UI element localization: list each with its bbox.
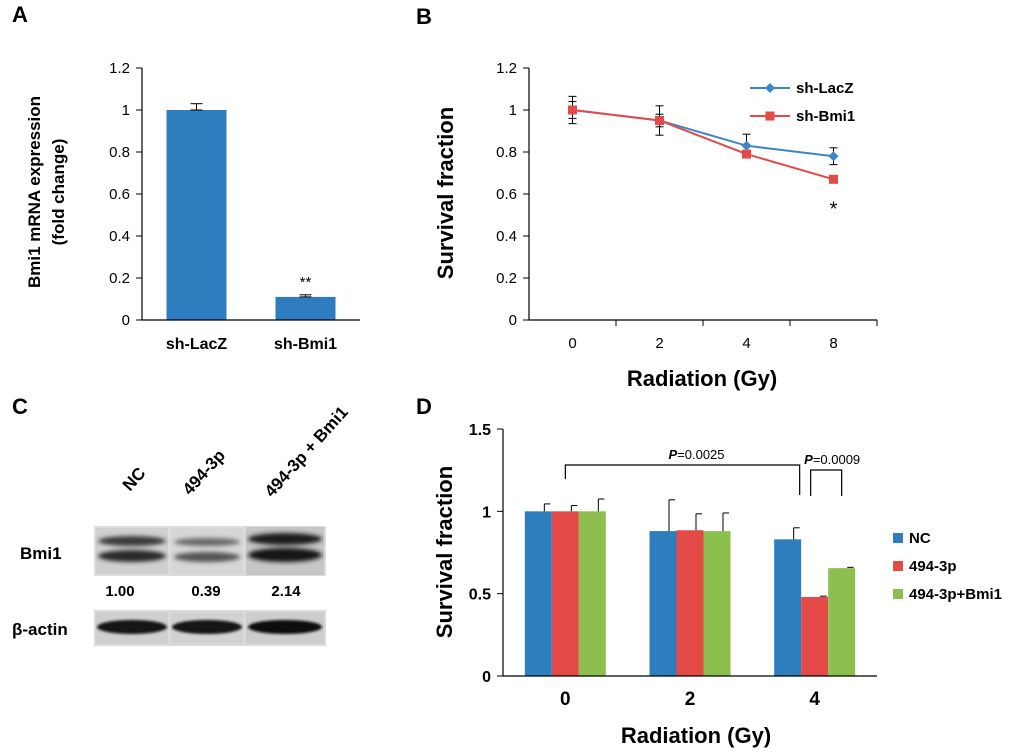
panel-b-legend: sh-LacZ sh-Bmi1 [750, 80, 855, 125]
bar [828, 568, 856, 676]
y-tick-label: 0.8 [496, 144, 517, 161]
legend-swatch [893, 561, 903, 571]
data-point [828, 151, 839, 162]
panel-b-line-chart: Survival fraction Radiation (Gy) 0 0.2 0.4… [433, 60, 878, 391]
bar [801, 596, 829, 676]
significance-marker: ** [300, 274, 312, 291]
data-point [741, 140, 752, 151]
blot-quant-value: 1.00 [105, 583, 134, 600]
y-tick-label: 0.8 [109, 144, 130, 161]
p-value-annotation: P=0.0025 [668, 447, 724, 462]
legend-swatch [893, 589, 903, 599]
bar [524, 511, 552, 676]
y-tick-label: 1 [482, 504, 491, 521]
x-tick-label: 0 [568, 335, 576, 352]
y-tick-label: 0 [509, 312, 517, 329]
panel-label-b: B [416, 4, 432, 29]
y-tick-label: 1 [509, 102, 517, 119]
data-point [829, 174, 838, 184]
series-line [572, 109, 834, 158]
y-tick-label: 0.2 [109, 270, 130, 287]
panel-b-xlabel: Radiation (Gy) [627, 366, 777, 391]
data-point [742, 149, 751, 159]
y-tick-label: 0 [122, 312, 130, 329]
significance-marker: * [830, 198, 838, 220]
y-tick-label: 0.4 [109, 228, 130, 245]
panel-a-ylabel-line1: Bmi1 mRNA expression [25, 96, 44, 288]
y-tick-label: 1.5 [469, 422, 491, 439]
y-tick-label: 1 [122, 102, 130, 119]
legend-label: 494-3p+Bmi1 [909, 586, 1002, 603]
blot-quant-value: 2.14 [271, 583, 301, 600]
x-tick-label: 4 [742, 335, 750, 352]
bar [649, 531, 677, 676]
blot-row-label-actin: β-actin [12, 620, 68, 639]
y-tick-label: 0.2 [496, 270, 517, 287]
legend-label: NC [909, 530, 931, 547]
panel-c-western-blot: NC 494-3p 494-3p + Bmi1 Bmi1 β-actin 1.0… [12, 403, 352, 646]
x-tick-label: 8 [829, 335, 837, 352]
panel-label-a: A [12, 2, 28, 27]
blot-row-label-bmi1: Bmi1 [20, 544, 62, 563]
data-point [568, 105, 577, 115]
panel-label-d: D [416, 394, 432, 419]
significance-bracket [810, 469, 843, 496]
legend-label: sh-LacZ [796, 80, 854, 97]
x-tick-label: sh-Bmi1 [274, 336, 337, 353]
bar [578, 511, 606, 676]
legend-swatch [893, 533, 903, 543]
legend-label: 494-3p [909, 558, 957, 575]
x-tick-label: 4 [809, 689, 820, 710]
bar [774, 539, 802, 676]
panel-d-ylabel: Survival fraction [432, 466, 457, 638]
bar [676, 530, 704, 676]
x-tick-label: 0 [560, 689, 571, 710]
y-tick-label: 0.6 [496, 186, 517, 203]
bar [551, 511, 579, 676]
bar [703, 531, 731, 676]
blot-strip-actin [94, 610, 326, 646]
bar [275, 296, 336, 320]
blot-lane-label: 494-3p + Bmi1 [261, 403, 352, 501]
y-tick-label: 0.4 [496, 228, 517, 245]
bar [166, 110, 227, 320]
legend-label: sh-Bmi1 [796, 108, 855, 125]
panel-d-bar-chart: Survival fraction Radiation (Gy) 0 0.5 1 1.… [432, 422, 1002, 748]
legend-marker [765, 111, 775, 121]
panel-a-ylabel-line2: (fold change) [49, 139, 68, 246]
blot-strip-bmi1 [94, 526, 326, 576]
significance-bracket [564, 464, 801, 495]
blot-lane-label: NC [119, 464, 150, 495]
x-tick-label: 2 [685, 689, 696, 710]
panel-d-xlabel: Radiation (Gy) [621, 723, 771, 748]
panel-label-c: C [12, 394, 28, 419]
blot-lane-label: 494-3p [179, 446, 229, 499]
blot-quant-value: 0.39 [191, 583, 220, 600]
series-line [572, 109, 834, 181]
x-tick-label: 2 [655, 335, 663, 352]
panel-d-legend: NC 494-3p 494-3p+Bmi1 [893, 530, 1002, 603]
legend-marker [765, 83, 775, 93]
x-tick-label: sh-LacZ [166, 336, 228, 353]
panel-a-bar-chart: Bmi1 mRNA expression (fold change) 0 0.2 0… [25, 60, 360, 353]
y-tick-label: 1.2 [109, 60, 130, 77]
data-point [655, 116, 664, 125]
y-tick-label: 1.2 [496, 60, 517, 77]
y-tick-label: 0.6 [109, 186, 130, 203]
p-value-annotation: P=0.0009 [804, 452, 860, 467]
y-tick-label: 0 [482, 669, 491, 686]
panel-b-ylabel: Survival fraction [433, 107, 458, 279]
y-tick-label: 0.5 [469, 587, 491, 604]
